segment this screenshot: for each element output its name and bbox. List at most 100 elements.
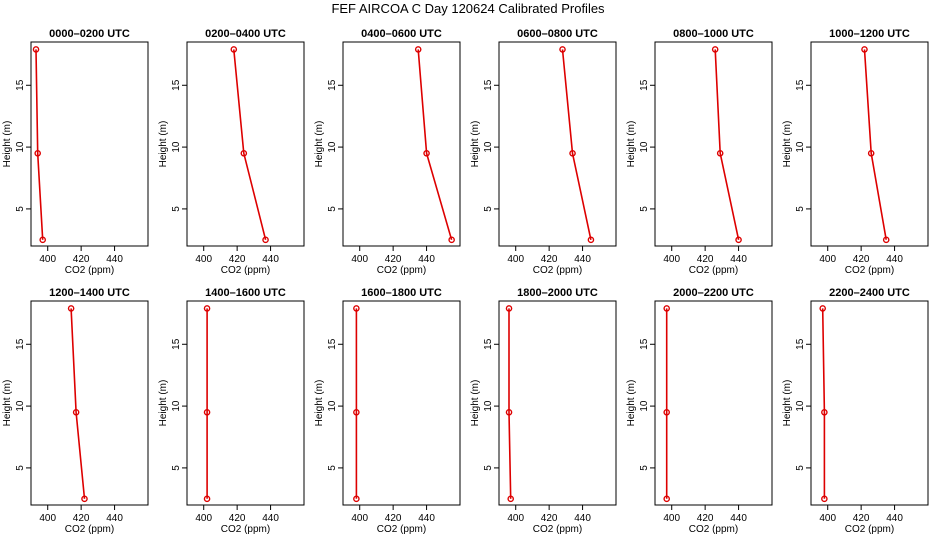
data-point xyxy=(203,408,211,416)
y-tick-label: 10 xyxy=(795,141,806,153)
x-axis-label: CO2 (ppm) xyxy=(377,265,426,276)
x-tick-label: 420 xyxy=(73,254,90,265)
x-tick-label: 400 xyxy=(819,513,836,524)
plot-frame xyxy=(498,300,617,506)
data-point xyxy=(448,236,455,244)
chart-panel: 1800–2000 UTC 400 420 440 5 10 15 CO2 (ppm) Heig… xyxy=(470,287,617,535)
panel-title: 1600–1800 UTC xyxy=(361,287,442,299)
chart-panel: 1600–1800 UTC 400 420 440 5 10 15 CO2 (ppm) Heig… xyxy=(314,287,461,535)
panel-title: 1400–1600 UTC xyxy=(205,287,286,299)
panel-title: 0800–1000 UTC xyxy=(673,28,754,40)
x-tick-label: 420 xyxy=(385,513,402,524)
y-tick-label: 5 xyxy=(171,206,182,212)
data-point xyxy=(353,495,360,503)
data-point xyxy=(569,149,576,157)
figure-title: FEF AIRCOA C Day 120624 Calibrated Profi… xyxy=(331,1,605,16)
y-axis-label: Height (m) xyxy=(2,380,13,427)
series-line xyxy=(714,49,740,240)
x-tick-label: 400 xyxy=(663,254,680,265)
data-point xyxy=(230,46,238,53)
x-tick-label: 420 xyxy=(541,254,558,265)
x-tick-label: 440 xyxy=(730,513,747,524)
y-axis-label: Height (m) xyxy=(158,380,169,427)
x-axis-label: CO2 (ppm) xyxy=(533,524,582,535)
y-tick-label: 10 xyxy=(15,141,26,153)
x-tick-label: 400 xyxy=(195,513,212,524)
series-line xyxy=(508,308,512,499)
x-tick-label: 420 xyxy=(697,254,714,265)
data-point xyxy=(819,305,827,312)
data-point xyxy=(735,236,742,244)
chart-panel: 0000–0200 UTC 400 420 440 5 10 15 CO2 (ppm) Heig… xyxy=(2,28,149,276)
x-tick-label: 400 xyxy=(39,254,56,265)
panel-title: 0000–0200 UTC xyxy=(49,28,130,40)
y-axis-label: Height (m) xyxy=(782,380,793,427)
y-axis-label: Height (m) xyxy=(314,380,325,427)
series-line xyxy=(70,308,86,499)
y-tick-label: 10 xyxy=(171,400,182,412)
x-tick-label: 440 xyxy=(262,254,279,265)
series-line xyxy=(233,49,267,240)
x-tick-label: 420 xyxy=(697,513,714,524)
y-tick-label: 10 xyxy=(171,141,182,153)
y-tick-label: 15 xyxy=(15,338,26,350)
x-tick-label: 440 xyxy=(886,254,903,265)
x-tick-label: 440 xyxy=(574,254,591,265)
y-tick-label: 10 xyxy=(639,400,650,412)
plot-frame xyxy=(186,300,305,506)
data-point xyxy=(203,495,211,503)
data-point xyxy=(505,408,513,416)
y-tick-label: 15 xyxy=(483,79,494,91)
data-point xyxy=(353,408,360,416)
data-point xyxy=(262,236,269,244)
x-axis-label: CO2 (ppm) xyxy=(65,524,114,535)
y-tick-label: 15 xyxy=(327,79,338,91)
x-axis-label: CO2 (ppm) xyxy=(221,265,270,276)
x-tick-label: 400 xyxy=(39,513,56,524)
x-tick-label: 400 xyxy=(819,254,836,265)
x-axis-label: CO2 (ppm) xyxy=(689,265,738,276)
chart-panel: 2000–2200 UTC 400 420 440 5 10 15 CO2 (ppm) Heig… xyxy=(626,287,773,535)
plot-frame xyxy=(654,300,773,506)
chart-panel: 2200–2400 UTC 400 420 440 5 10 15 CO2 (ppm) Heig… xyxy=(782,287,929,535)
panel-title: 0200–0400 UTC xyxy=(205,28,286,40)
y-tick-label: 15 xyxy=(327,338,338,350)
y-tick-label: 5 xyxy=(639,206,650,212)
y-tick-label: 5 xyxy=(483,465,494,471)
x-tick-label: 420 xyxy=(229,513,246,524)
x-axis-label: CO2 (ppm) xyxy=(533,265,582,276)
y-tick-label: 15 xyxy=(483,338,494,350)
series-line xyxy=(863,49,887,240)
plot-frame xyxy=(498,41,617,247)
y-tick-label: 10 xyxy=(327,400,338,412)
x-tick-label: 440 xyxy=(262,513,279,524)
panel-title: 1000–1200 UTC xyxy=(829,28,910,40)
x-tick-label: 400 xyxy=(663,513,680,524)
data-point xyxy=(716,149,724,157)
panel-title: 0400–0600 UTC xyxy=(361,28,442,40)
y-tick-label: 15 xyxy=(795,338,806,350)
y-axis-label: Height (m) xyxy=(626,380,637,427)
y-axis-label: Height (m) xyxy=(470,380,481,427)
y-axis-label: Height (m) xyxy=(158,121,169,168)
plot-frame xyxy=(654,41,773,247)
data-point xyxy=(882,236,890,244)
series-line xyxy=(35,49,44,240)
data-point xyxy=(663,408,671,416)
y-tick-label: 10 xyxy=(795,400,806,412)
chart-panel: 0200–0400 UTC 400 420 440 5 10 15 CO2 (ppm) Heig… xyxy=(158,28,305,276)
x-tick-label: 440 xyxy=(106,254,123,265)
plot-frame xyxy=(30,41,149,247)
y-tick-label: 5 xyxy=(639,465,650,471)
data-point xyxy=(663,495,671,503)
plot-frame xyxy=(810,41,929,247)
x-tick-label: 420 xyxy=(229,254,246,265)
data-point xyxy=(507,495,515,503)
y-tick-label: 5 xyxy=(327,206,338,212)
series-line xyxy=(417,49,453,241)
x-axis-label: CO2 (ppm) xyxy=(65,265,114,276)
x-tick-label: 440 xyxy=(730,254,747,265)
y-tick-label: 15 xyxy=(795,79,806,91)
y-tick-label: 15 xyxy=(171,79,182,91)
x-tick-label: 420 xyxy=(541,513,558,524)
